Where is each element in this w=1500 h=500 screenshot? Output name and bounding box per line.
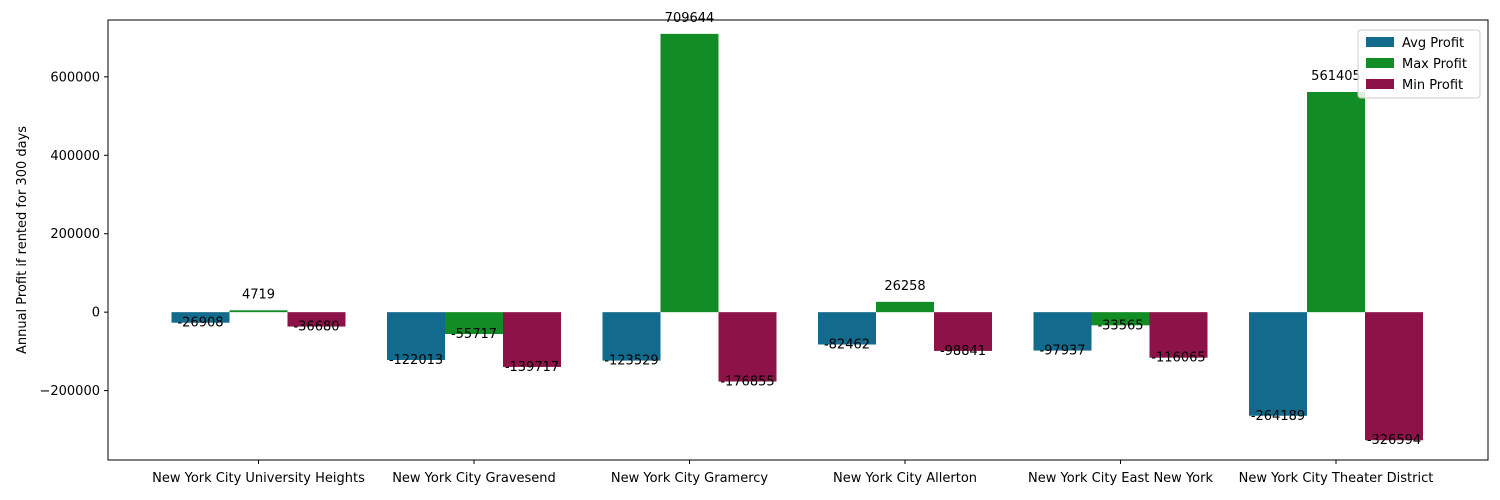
bar-value-label: -55717 <box>451 327 497 342</box>
bar-value-label: 561405 <box>1311 69 1361 84</box>
bar-max-profit-4 <box>1091 312 1150 326</box>
x-axis: New York City University Heights New York… <box>152 460 1433 486</box>
legend-swatch <box>1366 58 1394 68</box>
bar-value-label: -36680 <box>293 320 339 335</box>
bar-value-label: -98841 <box>940 344 986 359</box>
bar-value-label: -176855 <box>720 375 774 390</box>
bar-avg-profit-4 <box>1033 312 1092 351</box>
y-axis: −200000 0 200000 400000 600000 <box>39 70 108 399</box>
y-axis-label: Annual Profit if rented for 300 days <box>15 126 30 354</box>
bar-value-label: 4719 <box>242 287 275 302</box>
x-tick-label: New York City Allerton <box>833 471 977 486</box>
legend-label: Avg Profit <box>1402 36 1464 51</box>
x-tick-label: New York City Gravesend <box>392 471 556 486</box>
bar-min-profit-5 <box>1365 312 1423 441</box>
bar-value-label: -123529 <box>604 354 658 369</box>
axes-frame <box>107 19 1489 461</box>
y-tick-label: 600000 <box>50 70 100 85</box>
bar-max-profit-3 <box>876 301 934 313</box>
bar-min-profit-4 <box>1149 312 1208 358</box>
bar-max-profit-2 <box>660 33 719 313</box>
legend-swatch <box>1366 79 1394 89</box>
bar-min-profit-0 <box>287 312 346 327</box>
x-tick-label: New York City University Heights <box>152 471 365 486</box>
bar-value-label: -33565 <box>1097 318 1143 333</box>
x-tick-label: New York City Gramercy <box>611 471 769 486</box>
bar-value-label: -116065 <box>1151 351 1205 366</box>
bar-max-profit-0 <box>229 310 288 313</box>
y-tick-label: 400000 <box>50 149 100 164</box>
legend-label: Min Profit <box>1402 78 1463 93</box>
bar-avg-profit-3 <box>818 312 876 345</box>
bar-min-profit-1 <box>503 312 561 367</box>
bar-value-label: -326594 <box>1367 433 1421 448</box>
bar-min-profit-2 <box>718 312 777 382</box>
bar-value-label: -26908 <box>177 316 223 331</box>
bars-layer <box>171 33 1423 441</box>
bar-avg-profit-5 <box>1249 312 1307 416</box>
legend-label: Max Profit <box>1402 57 1467 72</box>
x-tick-label: New York City Theater District <box>1239 471 1434 486</box>
bar-value-label: -264189 <box>1251 409 1305 424</box>
bar-max-profit-1 <box>445 312 503 335</box>
bar-value-label: -122013 <box>389 353 443 368</box>
y-tick-label: 0 <box>92 306 100 321</box>
bar-avg-profit-1 <box>387 312 445 361</box>
bar-value-label: 709644 <box>665 11 715 26</box>
bar-value-label: -139717 <box>505 360 559 375</box>
bar-avg-profit-0 <box>171 312 230 323</box>
y-tick-label: 200000 <box>50 227 100 242</box>
legend-swatch <box>1366 37 1394 47</box>
bar-min-profit-3 <box>934 312 992 351</box>
bar-value-label: -97937 <box>1039 344 1085 359</box>
bar-value-label: -82462 <box>824 337 870 352</box>
bar-avg-profit-2 <box>602 312 661 361</box>
bar-labels-layer: -26908 4719 -36680 -122013 -55717 -139717 -123… <box>177 11 1421 448</box>
bar-value-label: 26258 <box>884 279 925 294</box>
x-tick-label: New York City East New York <box>1028 471 1213 486</box>
y-tick-label: −200000 <box>39 384 100 399</box>
legend: Avg Profit Max Profit Min Profit <box>1357 29 1481 99</box>
bar-max-profit-5 <box>1307 92 1365 313</box>
